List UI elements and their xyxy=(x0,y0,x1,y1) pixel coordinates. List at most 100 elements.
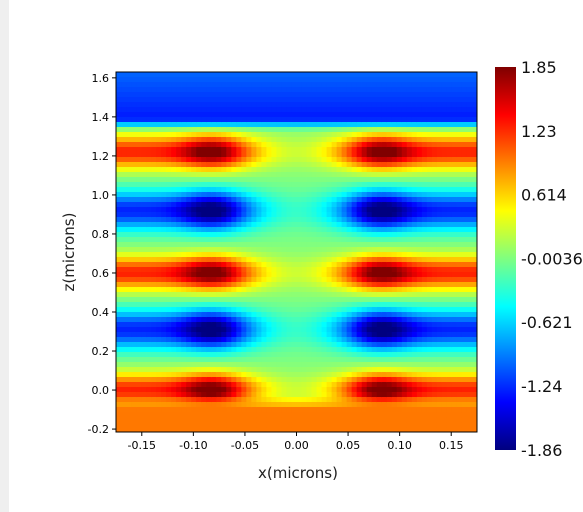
heatmap-cell xyxy=(306,417,313,423)
heatmap-cell xyxy=(186,252,192,258)
heatmap-cell xyxy=(276,117,283,123)
heatmap-cell xyxy=(441,87,448,93)
heatmap-cell xyxy=(341,147,348,153)
heatmap-cell xyxy=(206,367,212,373)
heatmap-cell xyxy=(276,162,283,168)
heatmap-cell xyxy=(246,427,252,432)
heatmap-cell xyxy=(186,282,192,288)
heatmap-cell xyxy=(361,352,368,358)
heatmap-cell xyxy=(136,112,142,118)
heatmap-cell xyxy=(371,307,378,313)
heatmap-cell xyxy=(291,402,298,408)
heatmap-cell xyxy=(316,372,323,378)
heatmap-cell xyxy=(186,342,192,348)
heatmap-cell xyxy=(281,207,288,213)
heatmap-cell xyxy=(286,192,293,198)
heatmap-cell xyxy=(191,297,197,303)
heatmap-cell xyxy=(451,182,458,188)
heatmap-cell xyxy=(261,297,268,303)
heatmap-cell xyxy=(421,107,428,113)
heatmap-cell xyxy=(346,162,353,168)
heatmap-cell xyxy=(226,372,232,378)
heatmap-cell xyxy=(271,97,278,103)
heatmap-cell xyxy=(256,327,262,333)
heatmap-cell xyxy=(356,137,363,143)
heatmap-cell xyxy=(301,382,308,388)
heatmap-cell xyxy=(436,202,443,208)
heatmap-cell xyxy=(261,232,268,238)
heatmap-cell xyxy=(151,222,157,228)
heatmap-cell xyxy=(176,162,182,168)
heatmap-cell xyxy=(211,312,217,318)
heatmap-cell xyxy=(126,362,132,368)
heatmap-cell xyxy=(286,287,293,293)
heatmap-cell xyxy=(236,307,242,313)
heatmap-cell xyxy=(176,117,182,123)
heatmap-cell xyxy=(366,322,373,328)
heatmap-cell xyxy=(456,372,463,378)
heatmap-cell xyxy=(281,237,288,243)
heatmap-cell xyxy=(291,302,298,308)
heatmap-cell xyxy=(151,392,157,398)
heatmap-cell xyxy=(386,77,393,83)
heatmap-cell xyxy=(316,177,323,183)
heatmap-cell xyxy=(316,252,323,258)
heatmap-cell xyxy=(216,107,222,113)
heatmap-cell xyxy=(441,262,448,268)
heatmap-cell xyxy=(166,292,172,298)
heatmap-cell xyxy=(241,257,247,263)
heatmap-cell xyxy=(451,337,458,343)
heatmap-cell xyxy=(126,197,132,203)
heatmap-cell xyxy=(241,362,247,368)
heatmap-cell xyxy=(391,212,398,218)
heatmap-cell xyxy=(176,142,182,148)
heatmap-cell xyxy=(351,292,358,298)
heatmap-cell xyxy=(341,257,348,263)
heatmap-cell xyxy=(166,222,172,228)
heatmap-cell xyxy=(376,112,383,118)
heatmap-cell xyxy=(371,262,378,268)
heatmap-cell xyxy=(356,102,363,108)
heatmap-cell xyxy=(441,152,448,158)
heatmap-cell xyxy=(161,92,167,98)
heatmap-cell xyxy=(336,382,343,388)
heatmap-cell xyxy=(411,177,418,183)
heatmap-cell xyxy=(321,402,328,408)
heatmap-cell xyxy=(181,172,187,178)
heatmap-cell xyxy=(331,407,338,413)
heatmap-cell xyxy=(146,97,152,103)
heatmap-cell xyxy=(151,297,157,303)
heatmap-cell xyxy=(356,157,363,163)
heatmap-cell xyxy=(451,97,458,103)
heatmap-cell xyxy=(456,267,463,273)
heatmap-cell xyxy=(141,82,147,88)
heatmap-cell xyxy=(281,267,288,273)
heatmap-cell xyxy=(251,272,257,278)
heatmap-cell xyxy=(401,182,408,188)
heatmap-cell xyxy=(136,132,142,138)
heatmap-cell xyxy=(151,207,157,213)
heatmap-cell xyxy=(216,412,222,418)
heatmap-cell xyxy=(436,187,443,193)
heatmap-cell xyxy=(366,87,373,93)
heatmap-cell xyxy=(206,182,212,188)
heatmap-cell xyxy=(221,422,227,428)
heatmap-cell xyxy=(446,122,453,128)
heatmap-cell xyxy=(306,197,313,203)
heatmap-cell xyxy=(141,312,147,318)
heatmap-cell xyxy=(151,317,157,323)
heatmap-cell xyxy=(331,387,338,393)
heatmap-cell xyxy=(236,327,242,333)
heatmap-cell xyxy=(436,97,443,103)
heatmap-cell xyxy=(136,167,142,173)
heatmap-cell xyxy=(186,357,192,363)
heatmap-cell xyxy=(296,77,303,83)
heatmap-cell xyxy=(216,142,222,148)
heatmap-cell xyxy=(316,382,323,388)
heatmap-cell xyxy=(331,252,338,258)
heatmap-cell xyxy=(371,362,378,368)
heatmap-cell xyxy=(346,232,353,238)
heatmap-cell xyxy=(341,407,348,413)
heatmap-cell xyxy=(221,367,227,373)
heatmap-cell xyxy=(321,142,328,148)
